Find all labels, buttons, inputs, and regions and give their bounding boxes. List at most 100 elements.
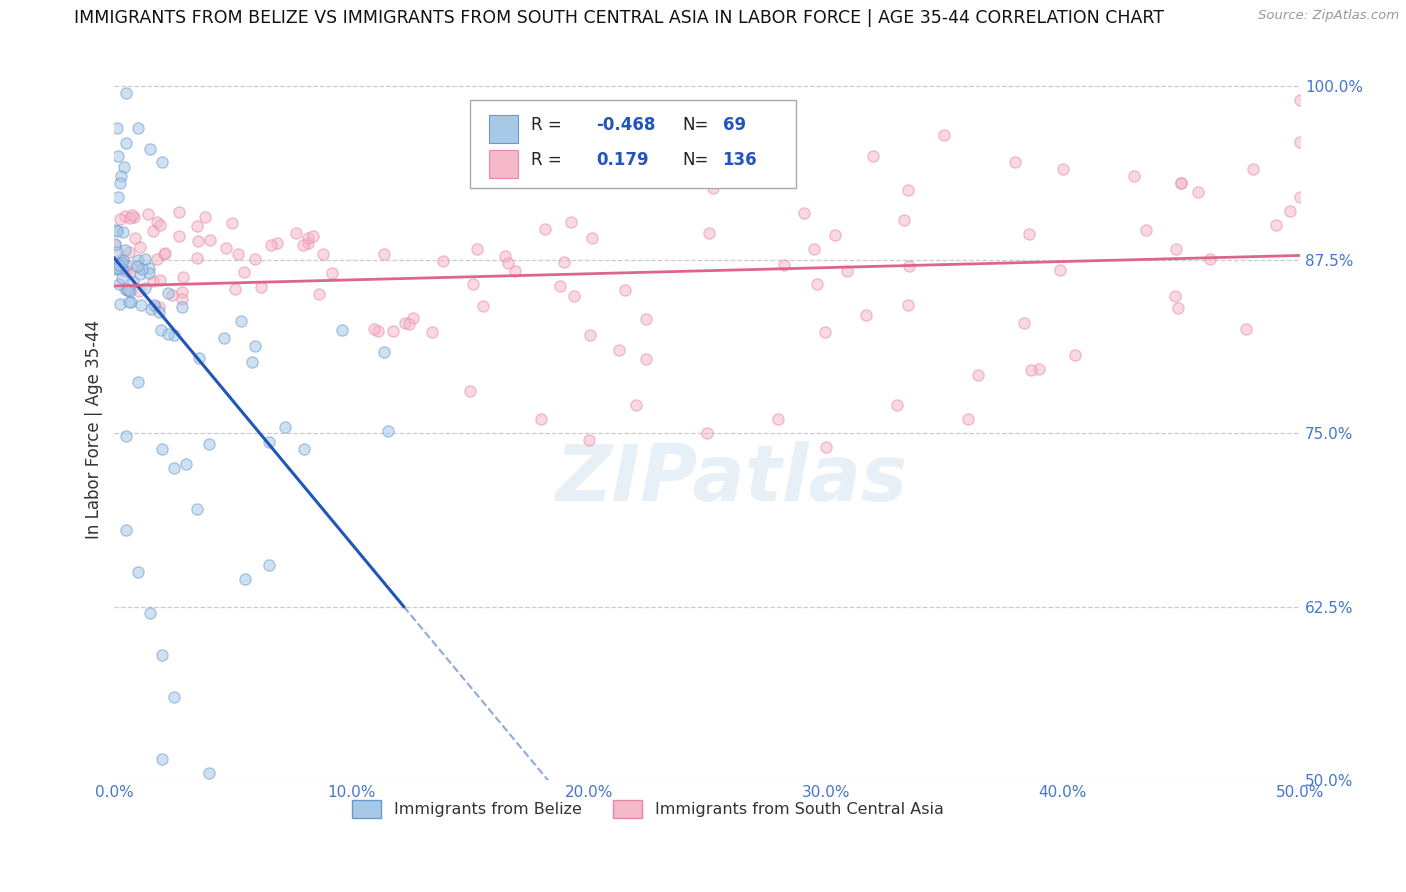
- Point: [1064, 348, 1087, 362]
- Point: [170, 292, 193, 306]
- Point: [127, 253, 149, 268]
- Point: [174, 457, 197, 471]
- Point: [461, 277, 484, 291]
- Text: 69: 69: [723, 116, 745, 134]
- Text: ZIPatlas: ZIPatlas: [555, 441, 907, 516]
- Point: [115, 523, 138, 537]
- Point: [187, 351, 209, 365]
- Point: [581, 231, 603, 245]
- Point: [697, 226, 720, 240]
- Point: [117, 283, 139, 297]
- Point: [120, 284, 142, 298]
- Point: [607, 343, 630, 357]
- Point: [108, 212, 131, 227]
- Point: [114, 243, 136, 257]
- Point: [308, 286, 330, 301]
- Point: [108, 277, 131, 292]
- Point: [702, 180, 724, 194]
- Point: [1164, 289, 1187, 303]
- Point: [1004, 155, 1026, 169]
- Point: [465, 243, 488, 257]
- Point: [292, 442, 315, 457]
- Point: [259, 434, 281, 449]
- Point: [292, 237, 315, 252]
- Point: [1018, 227, 1040, 242]
- Point: [129, 298, 152, 312]
- Point: [107, 190, 129, 204]
- Point: [855, 308, 877, 322]
- Point: [148, 305, 170, 319]
- Point: [186, 219, 208, 233]
- Point: [302, 228, 325, 243]
- Point: [496, 256, 519, 270]
- Point: [636, 352, 658, 367]
- Point: [250, 280, 273, 294]
- Point: [373, 345, 395, 359]
- Point: [167, 205, 190, 219]
- Point: [624, 398, 647, 412]
- Point: [117, 283, 139, 297]
- Point: [150, 323, 173, 337]
- Point: [142, 224, 165, 238]
- Point: [150, 752, 173, 766]
- Point: [696, 425, 718, 440]
- Point: [285, 227, 308, 241]
- Point: [373, 247, 395, 261]
- Point: [110, 169, 132, 184]
- Point: [257, 558, 280, 572]
- Point: [232, 265, 254, 279]
- Point: [150, 442, 173, 456]
- Point: [105, 223, 128, 237]
- Point: [125, 259, 148, 273]
- Point: [167, 229, 190, 244]
- Point: [162, 327, 184, 342]
- Point: [768, 135, 790, 149]
- Point: [260, 237, 283, 252]
- Point: [224, 282, 246, 296]
- Point: [111, 256, 134, 270]
- Point: [1123, 169, 1146, 184]
- Point: [122, 210, 145, 224]
- Legend: Immigrants from Belize, Immigrants from South Central Asia: Immigrants from Belize, Immigrants from …: [346, 793, 950, 824]
- Point: [1265, 218, 1288, 232]
- Point: [321, 266, 343, 280]
- Point: [105, 245, 128, 260]
- Point: [1052, 162, 1074, 177]
- Point: [1166, 242, 1188, 256]
- Text: IMMIGRANTS FROM BELIZE VS IMMIGRANTS FROM SOUTH CENTRAL ASIA IN LABOR FORCE | AG: IMMIGRANTS FROM BELIZE VS IMMIGRANTS FRO…: [73, 9, 1164, 27]
- Point: [897, 298, 920, 312]
- Point: [172, 285, 194, 299]
- Point: [214, 331, 236, 345]
- Point: [117, 294, 139, 309]
- Point: [150, 155, 173, 169]
- Point: [172, 270, 194, 285]
- Point: [297, 236, 319, 251]
- Point: [548, 279, 571, 293]
- Point: [1234, 322, 1257, 336]
- Point: [131, 261, 153, 276]
- Point: [229, 314, 252, 328]
- Point: [118, 211, 141, 225]
- Point: [108, 176, 131, 190]
- Point: [187, 234, 209, 248]
- Point: [233, 572, 256, 586]
- Point: [814, 326, 837, 340]
- Point: [160, 287, 183, 301]
- Point: [105, 255, 128, 269]
- Point: [1012, 316, 1035, 330]
- Point: [104, 237, 127, 252]
- Point: [120, 294, 142, 309]
- Point: [363, 322, 385, 336]
- Point: [127, 376, 149, 390]
- Point: [129, 240, 152, 254]
- Point: [198, 234, 221, 248]
- Point: [806, 277, 828, 292]
- Point: [112, 253, 135, 268]
- Point: [458, 384, 481, 399]
- Point: [150, 648, 173, 662]
- Point: [330, 323, 353, 337]
- Point: [107, 260, 129, 275]
- Point: [128, 260, 150, 274]
- Point: [886, 398, 908, 412]
- Point: [862, 148, 884, 162]
